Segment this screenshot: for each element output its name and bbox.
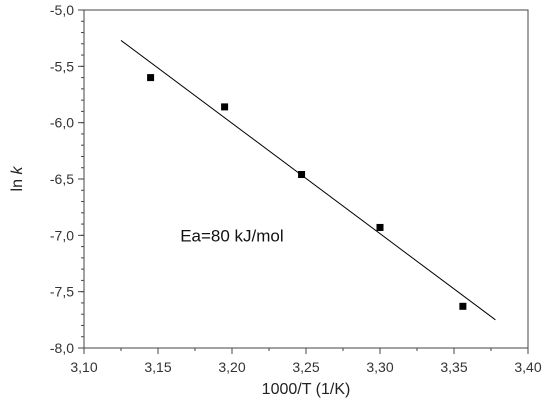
x-tick-label: 3,25 xyxy=(292,359,319,375)
y-tick-label: -6,0 xyxy=(50,115,74,131)
y-tick-label: -6,5 xyxy=(50,171,74,187)
data-point xyxy=(298,170,306,178)
y-axis-title-main: ln xyxy=(9,175,26,192)
x-tick-label: 3,20 xyxy=(218,359,245,375)
x-tick-label: 3,40 xyxy=(514,359,541,375)
tick-labels: 3,10 3,15 3,20 3,25 3,30 3,35 3,40 -5,0 -5,5 -6,0… xyxy=(50,2,542,375)
y-tick-label: -8,0 xyxy=(50,340,74,356)
data-point xyxy=(376,223,384,231)
fit-line xyxy=(120,40,496,321)
y-tick-label: -5,0 xyxy=(50,2,74,18)
x-tick-label: 3,30 xyxy=(366,359,393,375)
y-axis-title: ln k xyxy=(9,166,26,192)
data-point xyxy=(147,74,155,82)
x-tick-label: 3,35 xyxy=(440,359,467,375)
data-point xyxy=(459,302,467,310)
axis-ticks xyxy=(78,9,529,354)
activation-energy-annotation: Ea=80 kJ/mol xyxy=(180,226,283,245)
x-tick-label: 3,15 xyxy=(144,359,171,375)
y-tick-label: -7,5 xyxy=(50,284,74,300)
data-points xyxy=(147,74,467,310)
data-point xyxy=(221,103,229,111)
y-axis-title-italic: k xyxy=(9,166,26,175)
y-tick-label: -7,0 xyxy=(50,227,74,243)
y-tick-label: -5,5 xyxy=(50,58,74,74)
x-axis-title: 1000/T (1/K) xyxy=(262,381,351,398)
x-tick-label: 3,10 xyxy=(70,359,97,375)
